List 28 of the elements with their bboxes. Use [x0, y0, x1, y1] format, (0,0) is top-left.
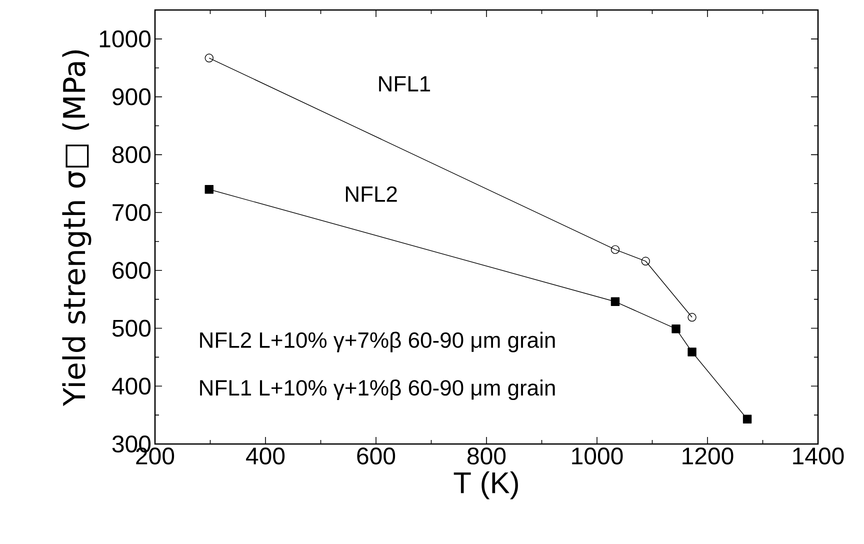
annotation: NFL2 L+10% γ+7%β 60-90 μm grain	[200, 332, 555, 352]
x-tick-label: 1000	[572, 448, 623, 465]
y-tick-label: 600	[112, 262, 151, 279]
series-label: NFL2	[346, 186, 397, 202]
x-axis-title: T (K)	[454, 471, 518, 500]
x-tick-label: 400	[246, 448, 285, 465]
x-tick-label: 1200	[682, 448, 734, 465]
point	[688, 348, 696, 356]
y-tick-label: 800	[112, 146, 151, 164]
y-tick-label: 900	[112, 88, 151, 106]
point	[672, 324, 680, 334]
point	[204, 54, 214, 62]
point	[610, 297, 620, 306]
point	[204, 185, 214, 194]
y-tick-label: 1000	[100, 30, 151, 48]
y-axis-title: Yield strength σ□ (MPa)	[62, 50, 92, 406]
x-tick-label: 600	[357, 448, 396, 465]
x-tick-label: 800	[468, 448, 506, 465]
y-tick-label: 700	[112, 204, 151, 222]
y-tick-label: 400	[112, 378, 151, 395]
y-tick-label: 500	[112, 320, 151, 337]
point	[610, 245, 620, 254]
series-label: NFL1	[379, 76, 430, 92]
point	[688, 312, 696, 322]
point	[641, 256, 650, 266]
point	[742, 414, 752, 424]
annotation: NFL1 L+10% γ+1%β 60-90 μm grain	[200, 380, 555, 400]
x-tick-label: 1400	[793, 448, 844, 465]
